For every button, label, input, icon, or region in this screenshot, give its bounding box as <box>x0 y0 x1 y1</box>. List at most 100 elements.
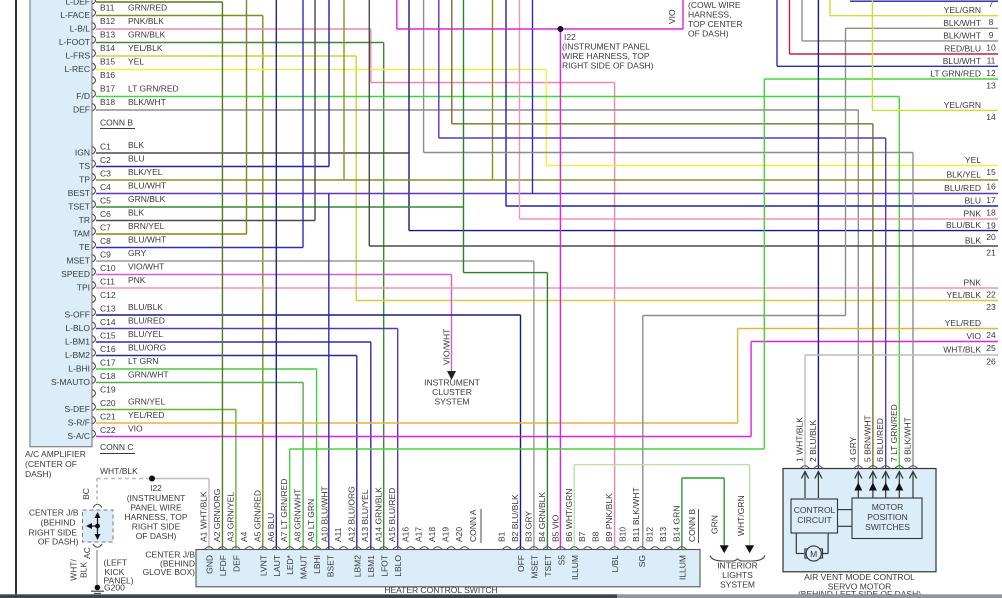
svg-text:DEF: DEF <box>73 105 90 115</box>
svg-text:BLU/BLK: BLU/BLK <box>946 220 981 230</box>
svg-text:BLU/WHT: BLU/WHT <box>943 56 981 66</box>
svg-text:HARNESS, TOP: HARNESS, TOP <box>125 512 188 522</box>
svg-text:BLK/YEL: BLK/YEL <box>128 167 163 177</box>
svg-text:PNK: PNK <box>964 209 982 219</box>
svg-text:TAM: TAM <box>73 229 90 239</box>
svg-text:B11 BLK/WHT: B11 BLK/WHT <box>631 487 641 542</box>
svg-text:(BEHIND: (BEHIND <box>41 517 76 527</box>
svg-text:YEL/BLK: YEL/BLK <box>947 290 982 300</box>
svg-text:(LEFT: (LEFT <box>104 557 128 567</box>
svg-text:B3 GRY: B3 GRY <box>523 511 533 542</box>
svg-text:HEATER CONTROL SWITCH: HEATER CONTROL SWITCH <box>384 585 497 595</box>
svg-text:TOP CENTER: TOP CENTER <box>688 19 742 29</box>
svg-text:C20: C20 <box>100 398 116 408</box>
svg-text:PANEL): PANEL) <box>104 575 134 585</box>
svg-text:DEF: DEF <box>231 555 241 572</box>
svg-text:AIR VENT MODE CONTROL: AIR VENT MODE CONTROL <box>804 572 915 582</box>
svg-text:MSET: MSET <box>66 256 90 266</box>
svg-text:B14 GRN: B14 GRN <box>671 506 681 542</box>
svg-text:A6 BLU: A6 BLU <box>266 513 276 542</box>
svg-text:GRN: GRN <box>710 515 720 534</box>
svg-text:WHT/GRN: WHT/GRN <box>736 495 746 536</box>
svg-text:ILLUM: ILLUM <box>570 555 580 580</box>
svg-text:PANEL WIRE: PANEL WIRE <box>130 503 182 513</box>
svg-text:YEL/BLK: YEL/BLK <box>128 43 163 53</box>
svg-text:C12: C12 <box>100 290 116 300</box>
svg-text:IGN: IGN <box>75 148 90 158</box>
svg-text:B12: B12 <box>100 16 115 26</box>
svg-text:BLK/WHT: BLK/WHT <box>943 30 981 40</box>
svg-text:TPI: TPI <box>77 283 90 293</box>
svg-text:AC: AC <box>82 547 92 559</box>
svg-text:TP: TP <box>79 175 90 185</box>
svg-text:CONN B: CONN B <box>100 118 133 128</box>
svg-text:TR: TR <box>79 215 90 225</box>
svg-text:A13 BLU/YEL: A13 BLU/YEL <box>360 489 370 542</box>
svg-text:12: 12 <box>986 68 996 78</box>
svg-text:LBM2: LBM2 <box>352 555 362 577</box>
svg-text:15: 15 <box>986 167 996 177</box>
svg-text:CENTER J/B: CENTER J/B <box>29 508 79 518</box>
svg-text:BLK: BLK <box>965 236 981 246</box>
svg-text:(INSTRUMENT PANEL: (INSTRUMENT PANEL <box>562 42 650 52</box>
svg-text:20: 20 <box>986 232 996 242</box>
svg-text:CONN B: CONN B <box>687 509 697 542</box>
svg-text:VIO: VIO <box>128 424 143 434</box>
svg-text:BLU/WHT: BLU/WHT <box>128 235 166 245</box>
svg-text:G200: G200 <box>104 583 125 593</box>
svg-text:L-FRS: L-FRS <box>65 51 90 61</box>
svg-text:LED*: LED* <box>285 554 295 575</box>
svg-text:S-DEF: S-DEF <box>65 404 91 414</box>
svg-text:BLU/ORG: BLU/ORG <box>128 343 166 353</box>
svg-text:GLOVE BOX): GLOVE BOX) <box>143 567 196 577</box>
svg-text:(BEHIND: (BEHIND <box>160 559 195 569</box>
svg-text:LBM1: LBM1 <box>366 555 376 577</box>
svg-text:INTERIOR: INTERIOR <box>717 561 758 571</box>
svg-text:VIO: VIO <box>966 331 981 341</box>
svg-text:BLU/WHT: BLU/WHT <box>128 181 166 191</box>
svg-text:TSET: TSET <box>68 202 90 212</box>
svg-text:L-BHI: L-BHI <box>68 364 90 374</box>
svg-text:B11: B11 <box>100 3 115 13</box>
svg-text:VIO/WHT: VIO/WHT <box>128 262 164 272</box>
svg-text:11: 11 <box>987 56 996 66</box>
svg-text:YEL/RED: YEL/RED <box>945 318 981 328</box>
svg-text:OF DASH): OF DASH) <box>688 29 729 39</box>
svg-text:GRN/BLK: GRN/BLK <box>128 194 166 204</box>
svg-text:RIGHT SIDE: RIGHT SIDE <box>132 522 181 532</box>
svg-text:6 BLU/RED: 6 BLU/RED <box>875 418 885 462</box>
svg-text:LVNT: LVNT <box>258 555 268 576</box>
svg-text:BLK/WHT: BLK/WHT <box>128 97 166 107</box>
svg-text:BLU: BLU <box>964 196 981 206</box>
svg-text:B13: B13 <box>100 30 115 40</box>
svg-text:PNK: PNK <box>964 278 982 288</box>
svg-text:A17: A17 <box>414 527 424 542</box>
svg-text:(COWL WIRE: (COWL WIRE <box>688 0 741 10</box>
svg-text:8: 8 <box>989 17 994 27</box>
svg-text:C15: C15 <box>100 331 116 341</box>
svg-text:LIGHTS: LIGHTS <box>722 570 753 580</box>
svg-text:C5: C5 <box>100 196 111 206</box>
svg-text:A14 GRN/BLK: A14 GRN/BLK <box>373 487 383 542</box>
svg-text:C11: C11 <box>100 277 115 287</box>
svg-text:A1 WHT/BLK: A1 WHT/BLK <box>199 491 209 542</box>
svg-text:B12: B12 <box>644 527 654 542</box>
svg-text:KICK: KICK <box>105 567 125 577</box>
svg-text:8 BLK/WHT: 8 BLK/WHT <box>903 417 913 462</box>
svg-text:A18: A18 <box>427 527 437 542</box>
svg-text:B14: B14 <box>100 43 115 53</box>
svg-text:GRN/RED: GRN/RED <box>128 3 167 13</box>
svg-text:LT GRN/RED: LT GRN/RED <box>930 69 981 79</box>
svg-text:A4: A4 <box>239 531 249 542</box>
svg-text:SG: SG <box>637 555 647 567</box>
svg-text:B4 GRN/BLK: B4 GRN/BLK <box>537 492 547 542</box>
svg-text:LFDF: LFDF <box>218 555 228 576</box>
svg-text:B10: B10 <box>618 527 628 542</box>
svg-text:C18: C18 <box>100 371 116 381</box>
svg-text:BC: BC <box>81 488 91 500</box>
svg-text:S-R/F: S-R/F <box>68 418 90 428</box>
svg-text:POSITION: POSITION <box>867 512 908 522</box>
svg-text:L-FACE: L-FACE <box>60 10 90 20</box>
svg-text:LT GRN/RED: LT GRN/RED <box>128 84 179 94</box>
svg-text:YEL: YEL <box>965 155 981 165</box>
